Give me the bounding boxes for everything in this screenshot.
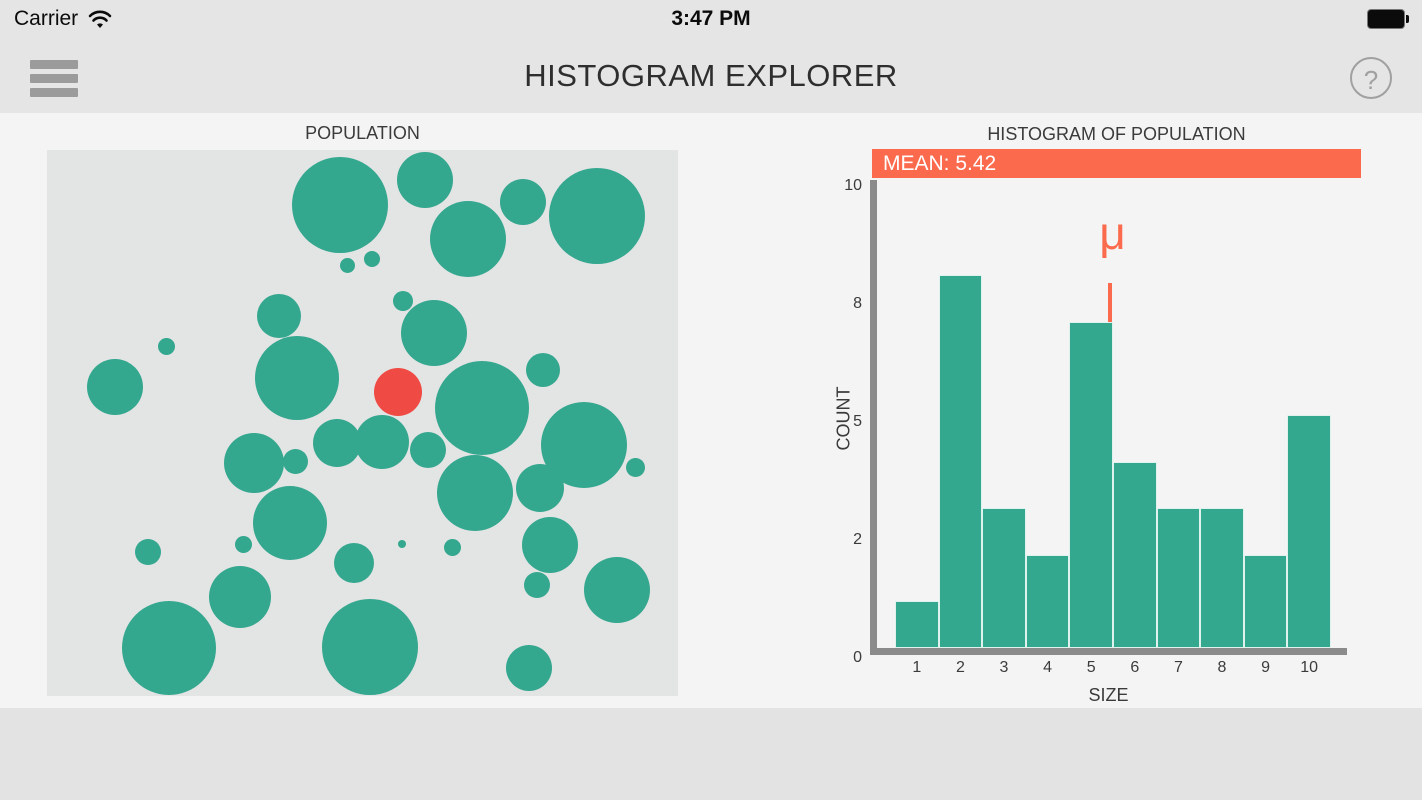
histogram-bar [895,601,939,648]
carrier-label: Carrier [14,7,79,30]
x-tick-label: 7 [1173,659,1183,676]
x-tick-label: 9 [1261,659,1271,676]
population-circle[interactable] [506,645,552,691]
population-circle[interactable] [122,601,216,695]
population-circle[interactable] [135,539,161,565]
histogram-plot: COUNT SIZE μ 0 2 5 8 10 1 2 3 4 5 6 7 8 9 10 [834,177,1360,705]
x-tick-label: 4 [1043,659,1053,676]
population-circle[interactable] [334,543,374,583]
x-tick-label: 5 [1086,659,1096,676]
population-circle[interactable] [224,433,284,493]
x-tick-label: 6 [1130,659,1140,676]
histogram-bar [1200,508,1244,648]
y-tick-label: 2 [853,531,862,548]
x-tick-label: 8 [1217,659,1227,676]
population-circle[interactable] [398,540,406,548]
histogram-title: HISTOGRAM OF POPULATION [987,124,1246,144]
y-tick-label: 0 [853,649,862,666]
population-circle[interactable] [397,152,453,208]
population-circle[interactable] [364,251,380,267]
population-circle[interactable] [625,457,645,477]
histogram-bar [1069,321,1113,648]
population-circle[interactable] [355,415,409,469]
histogram-bar [1156,508,1201,648]
population-circle[interactable] [430,201,506,277]
histogram-bar [1243,554,1288,648]
y-tick-label: 8 [853,295,862,312]
header: Carrier 3:47 PM HISTOGRAM EXPLORER ? [0,0,1422,113]
population-title: POPULATION [305,123,420,143]
population-circle-highlighted[interactable] [374,368,422,416]
page-title: HISTOGRAM EXPLORER [524,58,898,93]
population-circle[interactable] [500,179,546,225]
battery-full-icon [1368,10,1409,28]
help-button[interactable]: ? [1350,57,1392,99]
population-circle[interactable] [435,361,529,455]
x-tick-label: 3 [999,659,1009,676]
population-circle[interactable] [437,455,513,531]
population-circle[interactable] [292,157,388,253]
x-tick-label: 10 [1300,659,1319,676]
y-axis [870,180,877,655]
population-circle[interactable] [443,538,461,556]
x-tick-label: 2 [955,659,965,676]
clock: 3:47 PM [671,7,751,30]
population-circle[interactable] [524,572,550,598]
population-circle[interactable] [393,291,413,311]
y-tick-label: 5 [853,413,862,430]
population-circle[interactable] [209,566,271,628]
wifi-icon [88,10,112,28]
population-circle[interactable] [157,337,175,355]
histogram-bar [1287,415,1331,648]
population-circle[interactable] [255,336,339,420]
bottom-strip [0,708,1422,800]
population-circle[interactable] [282,448,308,474]
population-circle[interactable] [234,535,252,553]
population-circle[interactable] [549,168,645,264]
population-circle[interactable] [87,359,143,415]
histogram-bar [1025,554,1070,648]
menu-button[interactable] [30,60,78,99]
histogram-bar [938,275,983,648]
y-tick-label: 10 [844,177,862,194]
x-axis-label: SIZE [1088,685,1129,705]
mean-value-label: MEAN: 5.42 [883,152,997,175]
population-circle[interactable] [522,517,578,573]
main-content: POPULATION HISTOGRAM OF POPULATION MEAN:… [0,113,1422,708]
population-circle[interactable] [584,557,650,623]
population-circle[interactable] [253,486,327,560]
population-circle[interactable] [401,300,467,366]
population-circle[interactable] [322,599,418,695]
mu-symbol: μ [1099,207,1126,259]
population-circle[interactable] [257,294,301,338]
population-circle[interactable] [339,257,355,273]
population-circle[interactable] [516,464,564,512]
mean-banner: MEAN: 5.42 [872,149,1361,178]
x-tick-label: 1 [912,659,922,676]
hamburger-bar [30,60,78,69]
population-panel[interactable] [47,150,678,696]
status-bar: Carrier 3:47 PM [0,0,1422,40]
histogram-bar [1113,461,1157,648]
population-circle[interactable] [410,432,446,468]
hamburger-bar [30,88,78,97]
x-axis [870,648,1347,655]
population-circle[interactable] [313,419,361,467]
histogram-bar [982,508,1026,648]
population-circle[interactable] [526,353,560,387]
hamburger-bar [30,74,78,83]
